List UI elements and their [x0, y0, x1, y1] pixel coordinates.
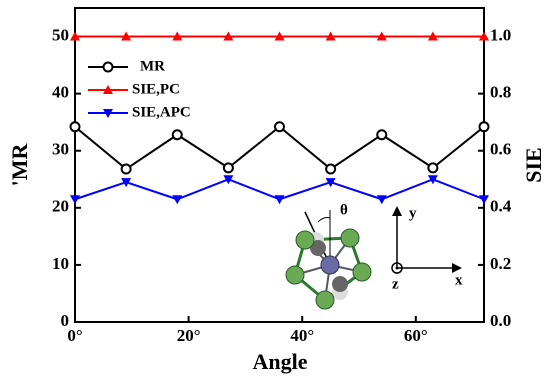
marker	[172, 195, 182, 204]
y-tick-label: 50	[52, 25, 69, 44]
x-axis-label: Angle	[253, 349, 308, 374]
inset-label: x	[455, 272, 463, 288]
x-tick-label: 0°	[67, 326, 82, 345]
x-tick-label: 60°	[404, 326, 428, 345]
series-line	[75, 127, 484, 169]
y-axis-label: 'MR	[7, 143, 32, 187]
y2-axis-label: SIE	[521, 147, 546, 182]
marker	[326, 164, 335, 173]
marker	[275, 195, 285, 204]
x-tick-label: 40°	[290, 326, 314, 345]
marker	[479, 195, 489, 204]
legend-label: SIE,PC	[132, 81, 180, 97]
inset-molecule	[286, 206, 462, 309]
y-tick-label: 40	[52, 83, 69, 102]
marker	[173, 130, 182, 139]
marker	[480, 122, 489, 131]
y2-tick-label: 0.0	[490, 311, 511, 330]
y2-tick-label: 0.2	[490, 254, 511, 273]
plot-frame	[75, 8, 484, 322]
marker	[70, 195, 80, 204]
y2-tick-label: 1.0	[490, 25, 511, 44]
y-tick-label: 10	[52, 254, 69, 273]
marker	[377, 130, 386, 139]
y2-tick-label: 0.8	[490, 83, 511, 102]
legend-label: MR	[140, 58, 165, 74]
inset-label: θ	[340, 202, 348, 218]
y-tick-label: 20	[52, 197, 69, 216]
inset-label: y	[409, 205, 417, 221]
chart: θ x y z Angle 'MR SIE 010203040500.00.20…	[0, 0, 552, 382]
y2-tick-label: 0.4	[490, 197, 512, 216]
marker	[377, 195, 387, 204]
marker	[224, 163, 233, 172]
legend-label: SIE,APC	[132, 104, 191, 120]
marker	[428, 163, 437, 172]
y-tick-label: 30	[52, 140, 69, 159]
legend-marker	[104, 63, 113, 72]
marker	[122, 164, 131, 173]
inset-label: z	[392, 276, 399, 292]
marker	[71, 122, 80, 131]
marker	[275, 122, 284, 131]
y2-tick-label: 0.6	[490, 140, 511, 159]
x-tick-label: 20°	[177, 326, 201, 345]
